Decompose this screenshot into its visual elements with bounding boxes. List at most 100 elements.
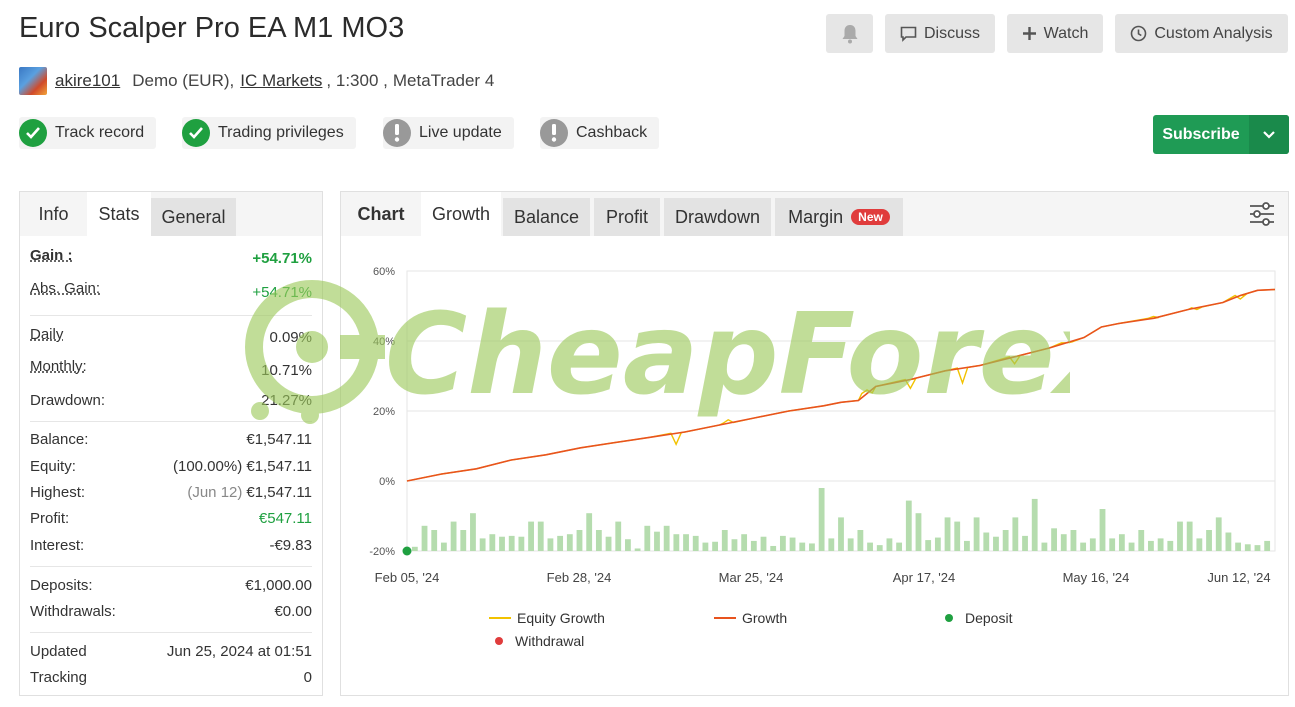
daily-bar	[828, 538, 835, 551]
stat-abs-gain: Abs. Gain: +54.71%	[30, 280, 312, 301]
stat-note: (Jun 12)	[187, 484, 243, 501]
daily-bar	[1051, 528, 1057, 551]
username-link[interactable]: akire101	[55, 71, 121, 90]
growth-chart: 60% 40% 20% 0% -20% Feb 05, '24 Feb 28, '24 Mar…	[369, 266, 1276, 585]
daily-bar	[1148, 540, 1154, 551]
daily-bar	[1031, 498, 1038, 551]
stat-gain: Gain : +54.71%	[30, 247, 312, 267]
custom-analysis-button[interactable]: Custom Analysis	[1115, 14, 1288, 53]
daily-bar	[1128, 542, 1135, 551]
avatar[interactable]	[19, 67, 47, 95]
daily-bar	[499, 536, 505, 551]
stat-label: Abs. Gain:	[30, 280, 101, 297]
tab-stats[interactable]: Stats	[87, 192, 151, 236]
stat-daily: Daily 0.09%	[30, 326, 312, 346]
stat-value: 0.09%	[269, 329, 312, 346]
legend-growth[interactable]: Growth	[714, 610, 787, 626]
subscribe-button[interactable]: Subscribe	[1153, 115, 1289, 154]
daily-bar	[1080, 542, 1087, 551]
growth-line	[406, 288, 1276, 482]
badge-track-record[interactable]: Track record	[19, 117, 157, 149]
discuss-button[interactable]: Discuss	[885, 14, 995, 53]
stat-value: -€9.83	[269, 537, 312, 554]
legend-swatch	[714, 617, 736, 619]
x-tick-label: May 16, '24	[1063, 570, 1130, 585]
exclamation-icon	[540, 119, 568, 147]
account-meta: akire101 Demo (EUR), IC Markets , 1:300 …	[19, 67, 494, 95]
account-type: Demo (EUR),	[132, 71, 235, 90]
daily-bar	[1206, 530, 1212, 551]
stat-drawdown: Drawdown: 21.27%	[30, 392, 312, 409]
tab-balance[interactable]: Balance	[503, 198, 590, 236]
stat-value: €547.11	[258, 510, 312, 527]
daily-bar	[1167, 540, 1174, 551]
badge-trading-privileges[interactable]: Trading privileges	[182, 117, 356, 149]
watch-label: Watch	[1043, 24, 1089, 42]
broker-link[interactable]: IC Markets	[240, 71, 323, 90]
legend-label: Deposit	[965, 610, 1013, 626]
stat-profit: Profit: €547.11	[30, 510, 312, 527]
daily-bar	[964, 540, 970, 551]
daily-bar	[934, 537, 941, 551]
daily-bar	[654, 531, 660, 551]
daily-bar	[1196, 538, 1203, 551]
daily-bar	[954, 521, 961, 551]
daily-bar	[896, 542, 903, 551]
stat-label: Balance:	[30, 431, 89, 448]
stat-value: €1,000.00	[245, 577, 312, 594]
daily-bar	[925, 540, 932, 551]
x-tick-label: Apr 17, '24	[893, 570, 955, 585]
stat-monthly: Monthly: 10.71%	[30, 358, 312, 379]
daily-bar	[1089, 538, 1096, 551]
divider	[30, 315, 312, 316]
legend-equity-growth[interactable]: Equity Growth	[489, 610, 605, 626]
tab-drawdown[interactable]: Drawdown	[664, 198, 771, 236]
daily-bar	[625, 539, 631, 551]
tab-general[interactable]: General	[151, 198, 236, 236]
tab-info[interactable]: Info	[38, 203, 69, 224]
sliders-icon[interactable]	[1236, 192, 1288, 236]
daily-bar	[1041, 542, 1048, 551]
exclamation-icon	[383, 119, 411, 147]
daily-bar	[1264, 540, 1271, 551]
tab-growth[interactable]: Growth	[421, 192, 501, 236]
stat-value: €1,547.11	[246, 431, 312, 448]
daily-bar	[721, 530, 728, 551]
daily-bar	[1177, 521, 1183, 551]
stat-value: 10.71%	[261, 362, 312, 379]
daily-bar	[876, 545, 883, 551]
daily-bar	[537, 521, 544, 551]
stat-label: Profit:	[30, 510, 70, 527]
stat-label: Updated	[30, 643, 87, 660]
daily-bar	[1070, 530, 1077, 551]
stat-highest: Highest: (Jun 12) €1,547.11	[30, 484, 312, 501]
badge-label: Track record	[55, 124, 145, 141]
badge-cashback[interactable]: Cashback	[540, 117, 660, 149]
daily-bar	[1060, 534, 1067, 551]
tab-margin[interactable]: Margin New	[775, 198, 903, 236]
y-tick-label: 0%	[379, 476, 395, 488]
daily-bar	[692, 535, 699, 551]
daily-bar	[1186, 521, 1193, 551]
daily-bar	[983, 532, 990, 551]
y-tick-label: 40%	[373, 336, 395, 348]
daily-bar	[479, 538, 486, 551]
notification-button[interactable]	[826, 14, 873, 53]
tab-profit[interactable]: Profit	[594, 198, 660, 236]
chart-tabs: Chart Growth Balance Profit Drawdown Mar…	[341, 192, 1288, 236]
badge-live-update[interactable]: Live update	[383, 117, 514, 149]
daily-bar	[750, 540, 757, 551]
daily-bar	[431, 530, 438, 551]
daily-bar	[1109, 538, 1116, 551]
y-tick-label: 20%	[373, 406, 395, 418]
platform: MetaTrader 4	[392, 71, 495, 90]
watch-button[interactable]: Watch	[1007, 14, 1103, 53]
legend-deposit[interactable]: Deposit	[939, 610, 1012, 626]
legend-swatch	[495, 637, 503, 645]
comment-icon	[900, 26, 917, 42]
legend-withdrawal[interactable]: Withdrawal	[489, 633, 584, 649]
chevron-down-icon[interactable]	[1249, 115, 1289, 154]
divider	[30, 566, 312, 567]
new-badge: New	[851, 209, 890, 225]
x-tick-label: Feb 28, '24	[547, 570, 612, 585]
